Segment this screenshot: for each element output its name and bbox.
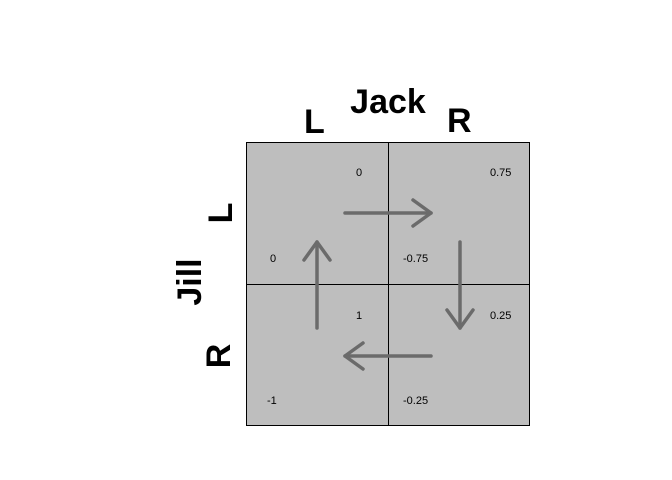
payoff-rl-jack: 1 — [356, 310, 363, 322]
arrow-right-icon — [343, 198, 433, 228]
payoff-rr-jack: 0.25 — [490, 310, 512, 322]
column-player-title: Jack — [350, 83, 426, 121]
arrow-up-icon — [302, 240, 332, 330]
payoff-lr-jack: 0.75 — [490, 167, 512, 179]
payoff-ll-jack: 0 — [356, 167, 363, 179]
column-strategy-l: L — [304, 103, 325, 141]
column-strategy-r: R — [447, 102, 472, 140]
payoff-lr-jill: -0.75 — [403, 253, 429, 265]
payoff-rl-jill: -1 — [267, 395, 277, 407]
payoff-rr-jill: -0.25 — [403, 395, 429, 407]
arrow-down-icon — [445, 240, 475, 330]
matrix-horizontal-divider — [246, 284, 530, 285]
payoff-ll-jill: 0 — [270, 253, 277, 265]
arrow-left-icon — [343, 341, 433, 371]
